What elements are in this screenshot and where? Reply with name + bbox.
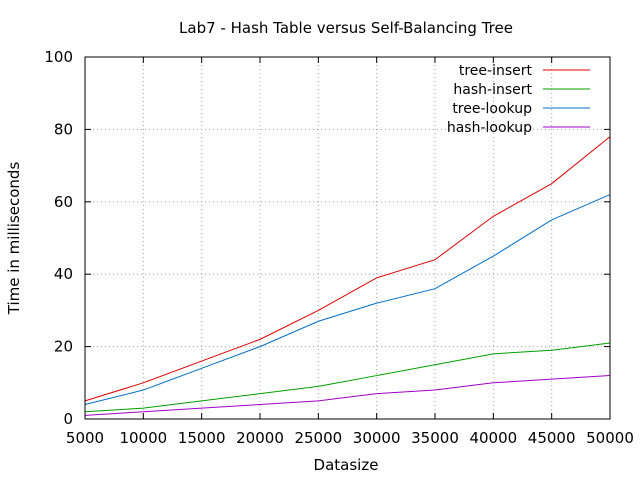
x-tick-label: 20000 xyxy=(236,429,284,447)
series-line-hash-insert xyxy=(84,342,611,413)
y-tick-label: 100 xyxy=(44,48,73,66)
x-tick-label: 40000 xyxy=(469,429,517,447)
y-tick-label: 0 xyxy=(63,410,73,428)
y-tick-label: 60 xyxy=(54,193,73,211)
x-tick-label: 10000 xyxy=(119,429,167,447)
y-tick-label: 20 xyxy=(54,338,73,356)
y-tick-label: 80 xyxy=(54,120,73,138)
legend: tree-insert hash-insert tree-lookup hash-lo… xyxy=(447,63,590,136)
grid-lines xyxy=(85,57,610,419)
legend-label-tree-lookup: tree-lookup xyxy=(452,101,532,117)
series-lines xyxy=(84,136,611,416)
series-line-tree-lookup xyxy=(84,194,611,406)
x-axis-label: Datasize xyxy=(314,456,379,474)
legend-label-tree-insert: tree-insert xyxy=(459,63,533,79)
legend-label-hash-lookup: hash-lookup xyxy=(447,120,532,136)
series-line-tree-insert xyxy=(84,136,611,402)
x-tick-label: 50000 xyxy=(586,429,634,447)
legend-label-hash-insert: hash-insert xyxy=(453,82,532,98)
x-tick-label: 45000 xyxy=(528,429,576,447)
y-axis-label: Time in milliseconds xyxy=(5,162,23,316)
x-tick-label: 5000 xyxy=(66,429,104,447)
x-tick-label: 35000 xyxy=(411,429,459,447)
y-tick-label: 40 xyxy=(54,265,73,283)
plot-frame xyxy=(84,56,611,420)
x-tick-label: 25000 xyxy=(294,429,342,447)
x-tick-label: 30000 xyxy=(353,429,401,447)
axis-ticks: 5000 10000 15000 20000 25000 30000 35000 40000 4… xyxy=(44,48,634,447)
chart-title: Lab7 - Hash Table versus Self-Balancing … xyxy=(179,19,513,37)
x-tick-label: 15000 xyxy=(178,429,226,447)
series-line-hash-lookup xyxy=(84,375,611,416)
